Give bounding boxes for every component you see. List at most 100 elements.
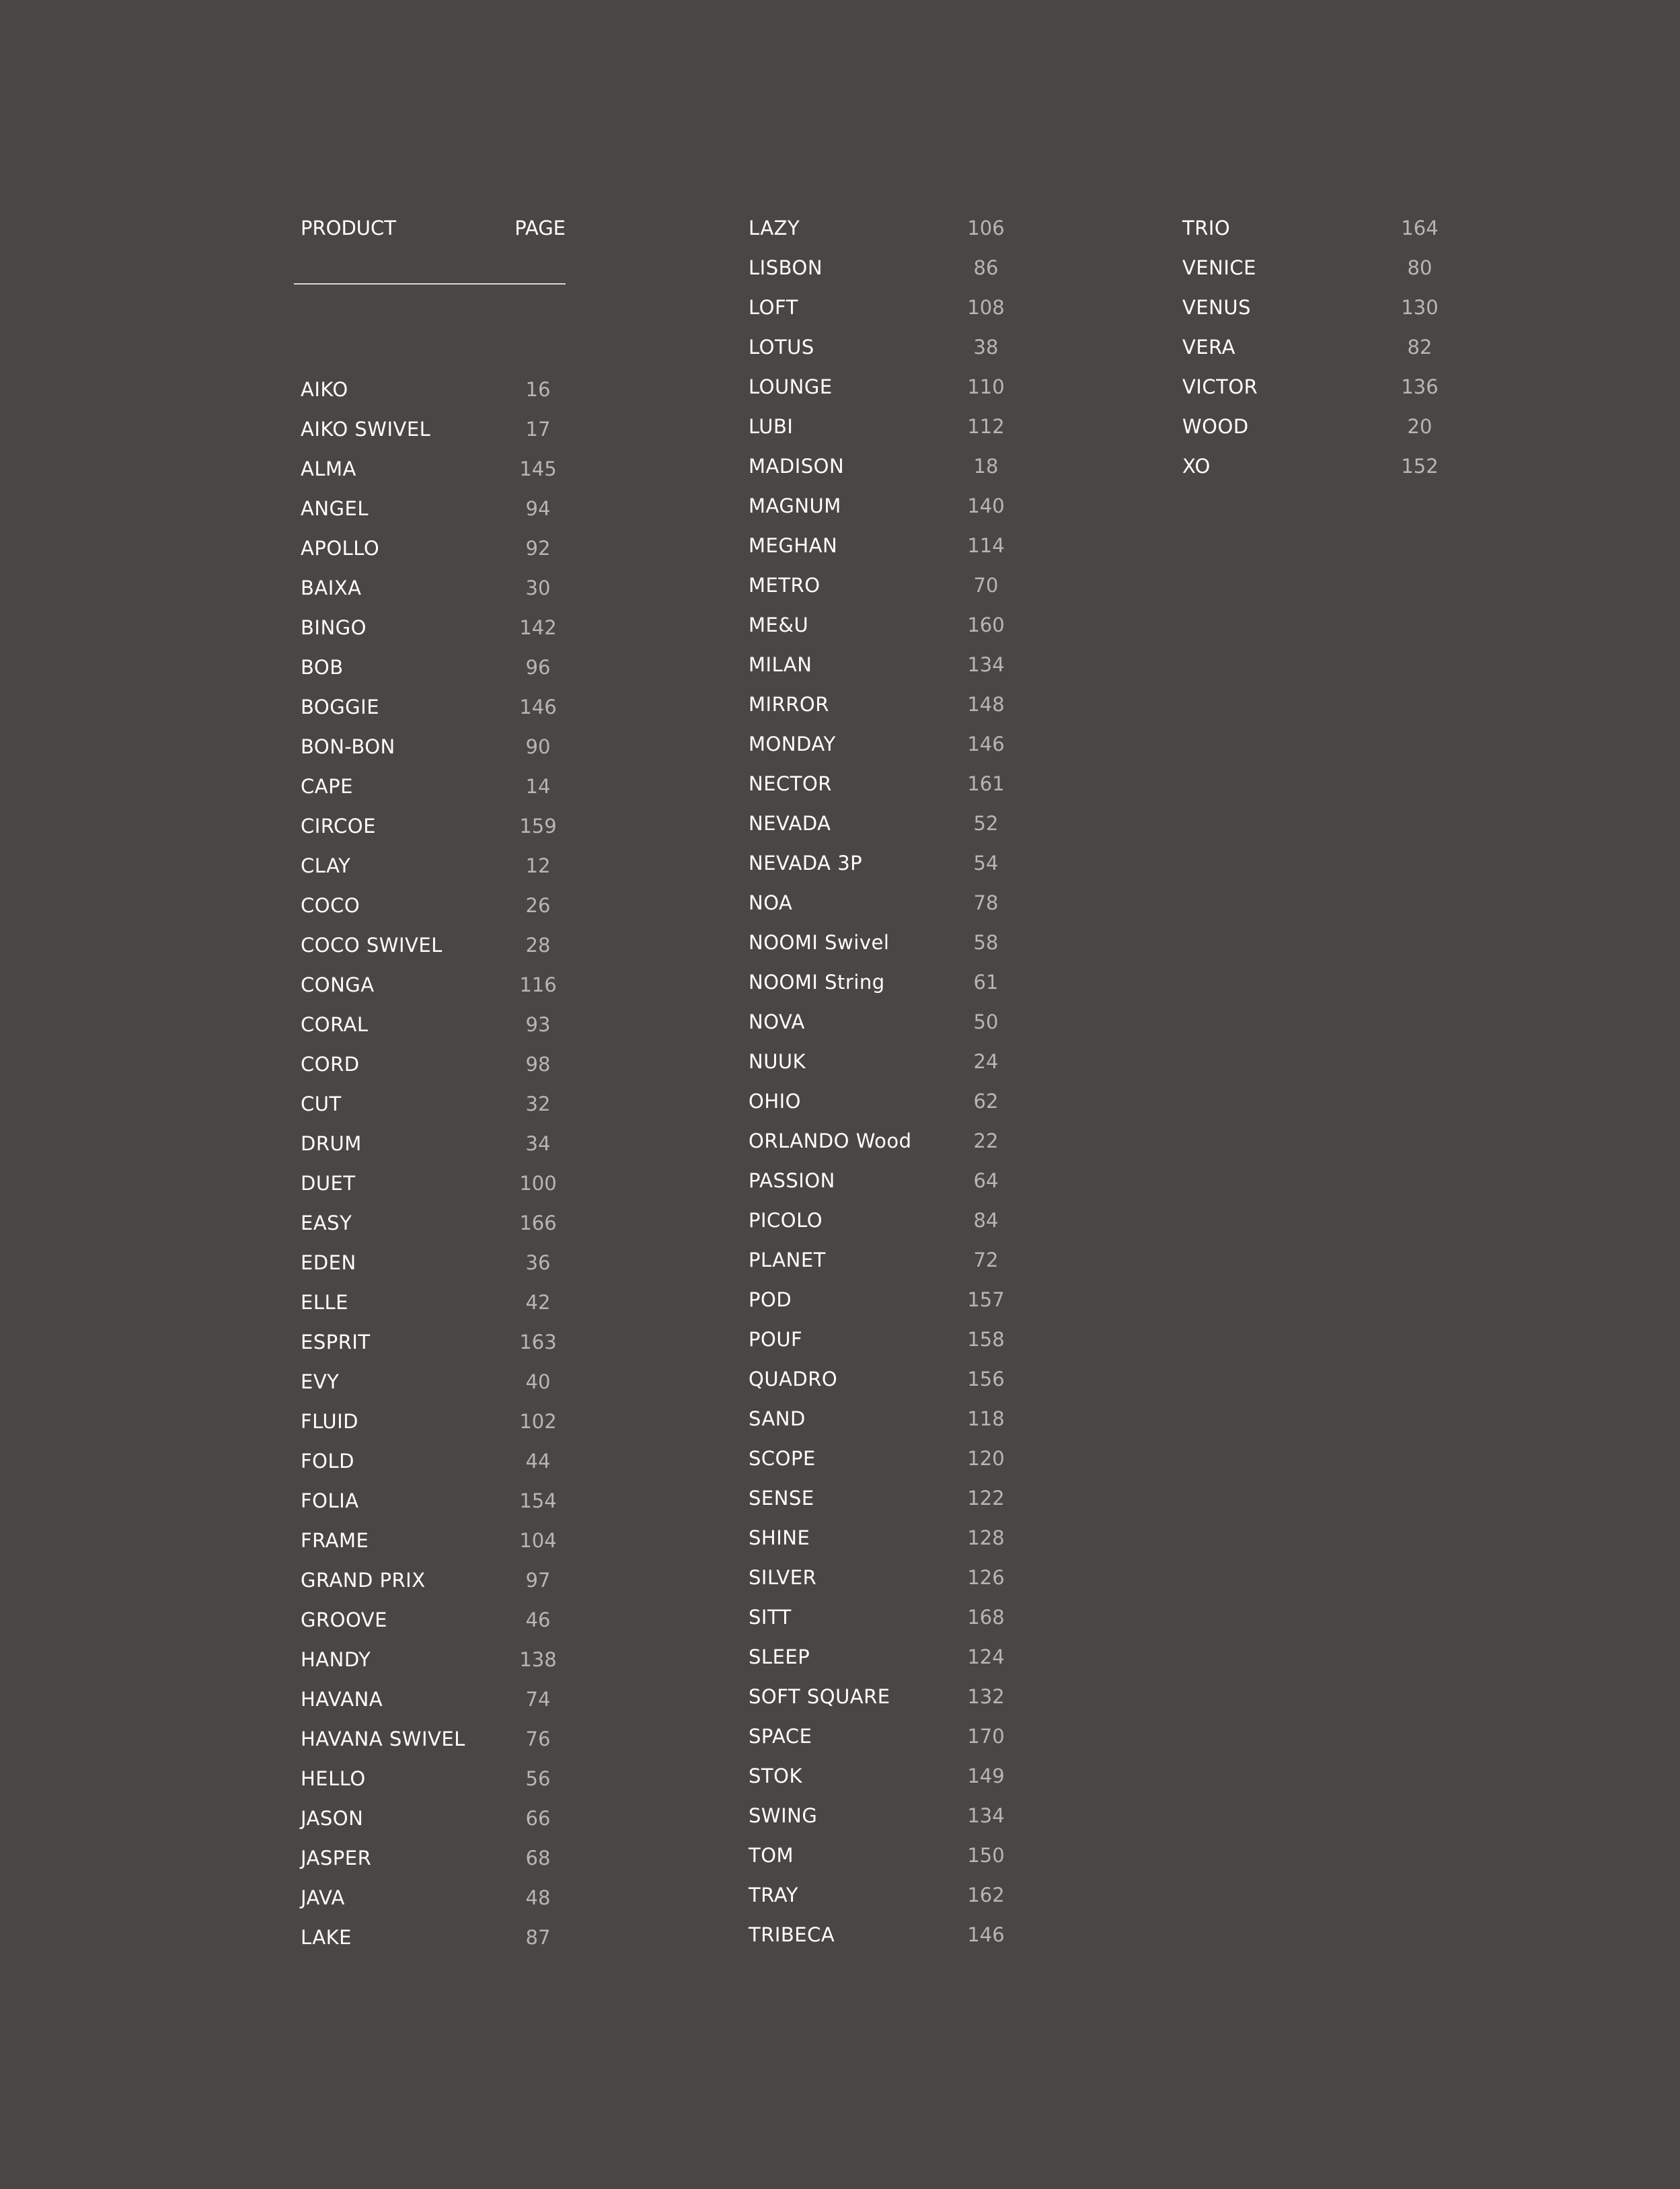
product-name: JASON <box>301 1807 364 1830</box>
product-name: METRO <box>749 574 820 597</box>
index-entry: MADISON 18 <box>749 447 1031 486</box>
page-number: 106 <box>967 217 1005 239</box>
index-entry: SOFT SQUARE 132 <box>749 1677 1031 1717</box>
index-entry: TRAY 162 <box>749 1876 1031 1915</box>
page-number: 61 <box>973 971 999 994</box>
product-name: SPACE <box>749 1725 812 1748</box>
index-entry: JASPER 68 <box>301 1839 583 1878</box>
product-name: MONDAY <box>749 733 836 755</box>
page-number: 140 <box>967 494 1005 517</box>
product-name: LOFT <box>749 296 798 319</box>
product-name: NUUK <box>749 1050 806 1073</box>
page-number: 42 <box>525 1291 551 1314</box>
index-entry: DRUM 34 <box>301 1124 583 1164</box>
index-column-1: AIKO 16 AIKO SWIVEL 17 ALMA 145 ANGEL 94 APOLLO 9… <box>301 370 583 1958</box>
page-number: 38 <box>973 336 999 359</box>
product-name: NECTOR <box>749 772 832 795</box>
index-entry: MEGHAN 114 <box>749 526 1031 566</box>
index-entry: VERA 82 <box>1182 328 1465 367</box>
product-name: SHINE <box>749 1526 810 1549</box>
product-name: PASSION <box>749 1169 835 1192</box>
product-name: JAVA <box>301 1886 345 1909</box>
product-name: HANDY <box>301 1648 371 1671</box>
page-number: 158 <box>967 1328 1005 1351</box>
index-entry: AIKO SWIVEL 17 <box>301 410 583 449</box>
index-entry: BAIXA 30 <box>301 568 583 608</box>
product-name: ALMA <box>301 457 356 480</box>
product-name: ESPRIT <box>301 1331 371 1353</box>
product-name: LOUNGE <box>749 375 833 398</box>
page-number: 64 <box>973 1169 999 1192</box>
product-name: MEGHAN <box>749 534 838 557</box>
index-entry: JASON 66 <box>301 1799 583 1839</box>
index-entry: ELLE 42 <box>301 1283 583 1323</box>
index-entry: SPACE 170 <box>749 1717 1031 1756</box>
page-number: 146 <box>967 733 1005 755</box>
product-name: VERA <box>1182 336 1235 359</box>
index-entry: NOOMI Swivel 58 <box>749 923 1031 963</box>
product-name: EVY <box>301 1370 340 1393</box>
page-number: 34 <box>525 1132 551 1155</box>
page-number: 170 <box>967 1725 1005 1748</box>
page-number: 74 <box>525 1688 551 1711</box>
index-entry: FOLIA 154 <box>301 1481 583 1521</box>
product-name: NOA <box>749 891 793 914</box>
product-name: VENICE <box>1182 256 1256 279</box>
index-entry: LUBI 112 <box>749 407 1031 447</box>
page-number: 116 <box>519 973 557 996</box>
product-name: CAPE <box>301 775 353 798</box>
index-entry: PASSION 64 <box>749 1161 1031 1201</box>
index-entry: POD 157 <box>749 1280 1031 1320</box>
page-number: 68 <box>525 1847 551 1869</box>
index-entry: EDEN 36 <box>301 1243 583 1283</box>
index-entry: NECTOR 161 <box>749 764 1031 804</box>
page-number: 70 <box>973 574 999 597</box>
product-name: CUT <box>301 1092 342 1115</box>
product-name: PICOLO <box>749 1209 823 1232</box>
page-number: 96 <box>525 656 551 679</box>
index-entry: CORD 98 <box>301 1045 583 1084</box>
page-number: 14 <box>525 775 551 798</box>
page-number: 150 <box>967 1844 1005 1867</box>
page-number: 44 <box>525 1450 551 1473</box>
page-number: 22 <box>973 1129 999 1152</box>
product-name: SLEEP <box>749 1645 810 1668</box>
page-number: 54 <box>973 852 999 875</box>
page-number: 58 <box>973 931 999 954</box>
index-entry: NEVADA 52 <box>749 804 1031 844</box>
index-column-2: LAZY 106 LISBON 86 LOFT 108 LOTUS 38 LOUNGE 110 LU… <box>749 209 1031 1955</box>
page-number: 108 <box>967 296 1005 319</box>
product-name: JASPER <box>301 1847 372 1869</box>
product-name: TOM <box>749 1844 794 1867</box>
product-name: WOOD <box>1182 415 1249 438</box>
product-name: SCOPE <box>749 1447 816 1470</box>
page-number: 122 <box>967 1487 1005 1510</box>
product-name: SOFT SQUARE <box>749 1685 890 1708</box>
product-name: BOB <box>301 656 344 679</box>
product-name: CLAY <box>301 854 351 877</box>
product-name: BAIXA <box>301 577 362 599</box>
index-entry: BOGGIE 146 <box>301 688 583 727</box>
index-entry: FOLD 44 <box>301 1442 583 1481</box>
index-entry: OHIO 62 <box>749 1082 1031 1121</box>
index-entry: MIRROR 148 <box>749 685 1031 725</box>
index-entry: JAVA 48 <box>301 1878 583 1918</box>
product-name: HAVANA <box>301 1688 383 1711</box>
page-number: 132 <box>967 1685 1005 1708</box>
page-number: 48 <box>525 1886 551 1909</box>
index-entry: WOOD 20 <box>1182 407 1465 447</box>
product-name: BINGO <box>301 616 367 639</box>
index-entry: APOLLO 92 <box>301 529 583 568</box>
index-entry: PICOLO 84 <box>749 1201 1031 1240</box>
index-entry: BOB 96 <box>301 648 583 688</box>
page-number: 166 <box>519 1212 557 1234</box>
index-entry: MONDAY 146 <box>749 725 1031 764</box>
index-entry: SILVER 126 <box>749 1558 1031 1598</box>
page-number: 24 <box>973 1050 999 1073</box>
index-entry: EVY 40 <box>301 1362 583 1402</box>
product-name: MAGNUM <box>749 494 841 517</box>
index-entry: COCO SWIVEL 28 <box>301 926 583 965</box>
product-name: TRIBECA <box>749 1923 835 1946</box>
page-number: 46 <box>525 1608 551 1631</box>
page-number: 134 <box>967 653 1005 676</box>
